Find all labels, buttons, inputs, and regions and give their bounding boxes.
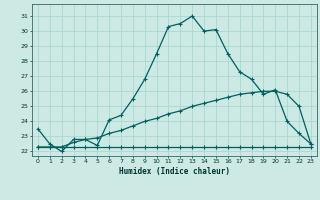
X-axis label: Humidex (Indice chaleur): Humidex (Indice chaleur) — [119, 167, 230, 176]
